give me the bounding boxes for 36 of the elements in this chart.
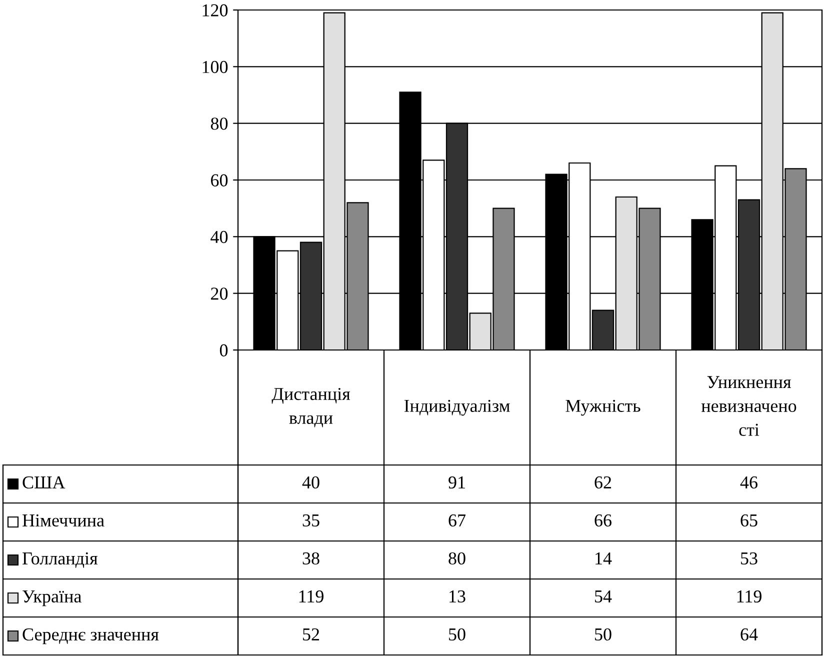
data-label: 50 — [449, 628, 466, 641]
data-label: 46 — [740, 476, 758, 489]
data-label: 53 — [741, 552, 758, 565]
data-label: 66 — [594, 514, 612, 527]
data-label: 91 — [448, 476, 465, 489]
data-label: 65 — [740, 514, 758, 527]
y-tick-label: 20 — [211, 288, 228, 300]
y-tick-label: 40 — [210, 230, 228, 244]
y-tick-label: 100 — [202, 60, 228, 74]
y-tick-label: 80 — [210, 118, 228, 130]
data-label: 38 — [302, 552, 320, 565]
data-label: 40 — [302, 476, 320, 489]
y-tick-label: 60 — [211, 174, 228, 186]
x-tick-label: Мужність — [566, 400, 640, 416]
x-tick-label: Індивідуалізм — [404, 400, 510, 416]
legend-label: Середнє значення — [22, 628, 159, 644]
x-tick-label: Дистанція влади — [272, 388, 350, 428]
legend-label: США — [22, 476, 66, 489]
y-tick-label: 0 — [220, 344, 228, 356]
legend-label: Україна — [22, 590, 82, 606]
data-label: 64 — [740, 628, 758, 641]
data-label: 119 — [737, 590, 762, 603]
data-label: 52 — [303, 628, 320, 641]
legend-label: Німеччина — [22, 514, 104, 527]
data-label: 35 — [302, 514, 320, 527]
data-label: 14 — [596, 552, 612, 564]
data-label: 62 — [594, 476, 612, 489]
y-tick-label: 120 — [202, 4, 228, 16]
data-label: 119 — [299, 590, 324, 603]
data-label: 67 — [448, 514, 466, 527]
data-label: 50 — [595, 628, 612, 641]
legend-label: Голландія — [22, 552, 98, 568]
data-label: 80 — [448, 552, 466, 565]
data-label: 54 — [595, 590, 612, 603]
data-label: 13 — [450, 590, 466, 603]
x-tick-label: Уникнення невизначено сті — [701, 376, 796, 436]
